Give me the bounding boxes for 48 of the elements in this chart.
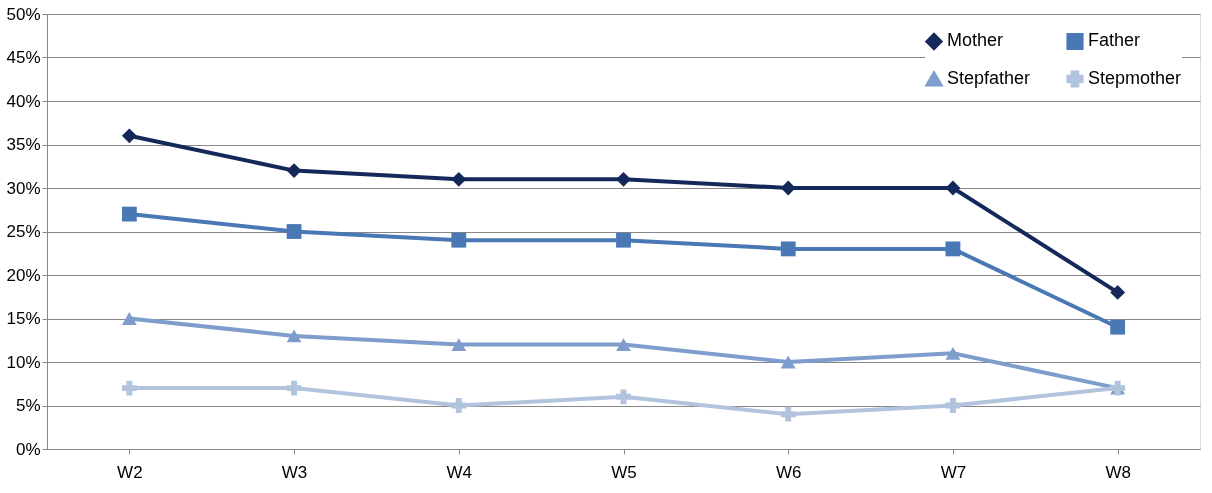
legend-label: Mother [947, 30, 1004, 51]
legend-label: Stepmother [1088, 68, 1182, 88]
y-tick-label: 40% [6, 91, 41, 111]
point [780, 241, 796, 257]
point [780, 180, 796, 196]
y-tick-label: 25% [6, 222, 41, 241]
point [286, 329, 302, 343]
legend-label: Father [1088, 30, 1141, 51]
point [286, 224, 302, 239]
point [121, 206, 137, 222]
y-tick-label: 20% [6, 265, 41, 285]
y-tick-label: 5% [15, 396, 41, 415]
point [780, 355, 796, 369]
point [286, 163, 302, 179]
point [616, 232, 631, 248]
point [780, 406, 796, 422]
y-tick-label: 10% [6, 352, 41, 372]
point [616, 338, 631, 352]
y-tick-label: 15% [6, 309, 41, 328]
point [1110, 284, 1126, 300]
point [945, 241, 961, 257]
x-tick-label: W6 [775, 462, 802, 482]
point [451, 232, 467, 248]
x-tick-label: W5 [611, 462, 637, 482]
point [451, 171, 467, 187]
y-tick-label: 0% [15, 439, 41, 459]
legend-label: Stepfather [947, 68, 1031, 88]
y-tick-label: 45% [6, 48, 41, 67]
point [945, 398, 961, 413]
x-tick-label: W4 [446, 462, 473, 482]
y-tick-label: 30% [6, 178, 41, 198]
x-tick-label: W2 [117, 462, 143, 482]
point [616, 171, 631, 187]
y-tick-label: 35% [6, 135, 41, 154]
y-tick-label: 50% [6, 4, 41, 24]
point [1110, 319, 1126, 335]
point [945, 180, 961, 196]
point [286, 380, 302, 396]
point [451, 338, 467, 352]
x-tick-label: W8 [1105, 462, 1131, 482]
point [616, 389, 631, 405]
point [451, 398, 467, 413]
point [121, 128, 137, 144]
x-tick-label: W7 [940, 462, 967, 482]
point [945, 346, 961, 360]
point [121, 312, 137, 325]
point [121, 380, 137, 396]
x-tick-label: W3 [281, 462, 308, 482]
